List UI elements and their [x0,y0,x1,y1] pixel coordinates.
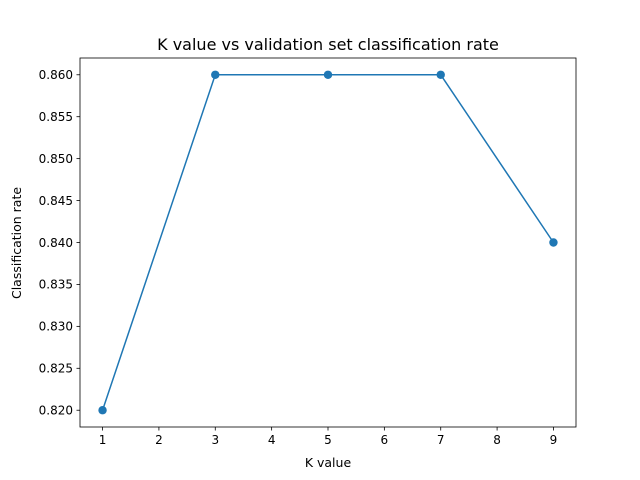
x-tick-label: 2 [155,433,163,447]
x-axis-label: K value [305,455,352,470]
x-tick-label: 5 [324,433,332,447]
y-tick-label: 0.820 [39,404,73,418]
x-tick-label: 7 [437,433,445,447]
x-tick-label: 8 [493,433,501,447]
x-tick-label: 9 [550,433,558,447]
y-tick-label: 0.840 [39,236,73,250]
x-tick-label: 1 [99,433,107,447]
y-tick-label: 0.830 [39,320,73,334]
data-point [436,70,445,79]
data-point [323,70,333,79]
chart-title: K value vs validation set classification… [157,35,499,54]
y-tick-label: 0.860 [39,68,73,82]
data-point [549,238,558,247]
x-tick-label: 3 [211,433,219,447]
x-tick-label: 4 [268,433,276,447]
plot-area [98,70,558,415]
y-axis-label: Classification rate [9,187,24,299]
y-tick-label: 0.850 [39,152,73,166]
y-tick-label: 0.825 [39,362,73,376]
x-tick-label: 6 [381,433,389,447]
axes: 1 2 3 4 5 6 7 8 9 0.820 0.825 0.830 0.835 0.840 0.845 0… [39,57,577,447]
y-tick-label: 0.855 [39,110,73,124]
data-point [211,70,220,79]
y-tick-label: 0.835 [39,278,73,292]
y-tick-label: 0.845 [39,194,73,208]
data-point [98,406,107,415]
